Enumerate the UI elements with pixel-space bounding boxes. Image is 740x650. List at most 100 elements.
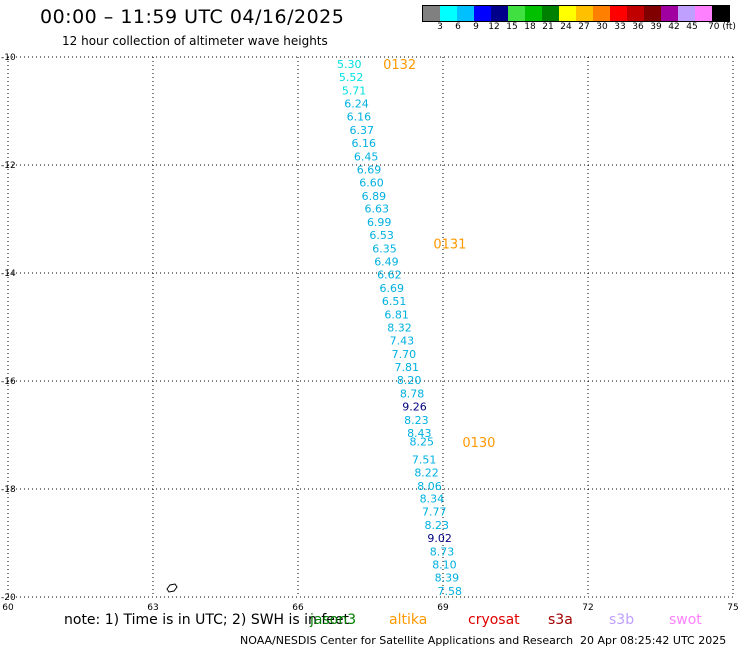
swh-data-point: 6.35: [372, 243, 397, 256]
swh-data-point: 6.37: [350, 124, 375, 137]
chart-title: 00:00 – 11:59 UTC 04/16/2025: [40, 6, 345, 28]
swh-data-point: 7.58: [438, 585, 463, 598]
x-tick-label: 66: [292, 603, 304, 613]
swh-data-point: 6.62: [377, 269, 402, 282]
y-tick-label: -20: [1, 593, 16, 603]
legend-swatch: [712, 6, 729, 21]
legend-swatch: [644, 6, 661, 21]
swh-data-point: 8.78: [400, 387, 425, 400]
x-tick-label: 60: [2, 603, 14, 613]
swh-data-point: 8.10: [432, 559, 457, 572]
legend-swatch: [661, 6, 678, 21]
legend-label: 33: [614, 22, 626, 32]
legend-swatch: [491, 6, 508, 21]
legend-swatch: [678, 6, 695, 21]
swh-data-point: 6.24: [344, 97, 369, 110]
satellite-label-cryosat: cryosat: [468, 612, 520, 628]
swh-data-point: 6.45: [354, 150, 379, 163]
y-tick-label: -18: [1, 485, 16, 495]
legend-label: 3: [437, 22, 443, 32]
legend-swatch: [525, 6, 542, 21]
swh-data-point: 8.22: [414, 466, 439, 479]
swh-data-point: 7.77: [422, 506, 447, 519]
legend-swatch: [457, 6, 474, 21]
footer-timestamp: 20 Apr 08:25:42 UTC 2025: [580, 634, 727, 647]
swh-data-point: 7.43: [390, 335, 415, 348]
pass-number-label: 0130: [462, 436, 495, 451]
swh-data-point: 6.99: [367, 216, 392, 229]
chart-subtitle: 12 hour collection of altimeter wave hei…: [62, 34, 328, 48]
swh-data-point: 9.26: [402, 400, 427, 413]
color-legend-bar: [422, 5, 730, 22]
legend-label: 45: [686, 22, 698, 32]
legend-swatch: [695, 6, 712, 21]
x-tick-label: 72: [582, 603, 593, 613]
satellite-label-jason3: jason3: [310, 612, 357, 628]
x-tick-label: 69: [437, 603, 449, 613]
pass-number-label: 0131: [433, 237, 466, 252]
swh-data-point: 8.20: [397, 374, 422, 387]
swh-data-point: 8.32: [387, 322, 412, 335]
legend-label: 39: [650, 22, 662, 32]
x-tick-label: 75: [727, 603, 738, 613]
swh-data-point: 6.69: [380, 282, 405, 295]
satellite-label-altika: altika: [389, 612, 428, 628]
swh-data-point: 6.81: [384, 309, 409, 322]
legend-label: 42: [668, 22, 680, 32]
island-outline: [166, 583, 178, 593]
legend-label: 24: [560, 22, 572, 32]
legend-swatch: [508, 6, 525, 21]
satellite-label-s3a: s3a: [548, 612, 573, 628]
legend-swatch: [423, 6, 440, 21]
y-tick-label: -12: [1, 161, 16, 171]
swh-data-point: 5.30: [337, 58, 362, 71]
swh-data-point: 6.51: [382, 295, 407, 308]
swh-data-point: 6.16: [347, 110, 372, 123]
swh-data-point: 8.39: [435, 572, 460, 585]
legend-swatch: [627, 6, 644, 21]
footer-credit: NOAA/NESDIS Center for Satellite Applica…: [240, 634, 574, 647]
swh-data-point: 6.69: [357, 163, 382, 176]
legend-swatch: [559, 6, 576, 21]
legend-label: 18: [524, 22, 536, 32]
legend-label: 70 (ft): [708, 22, 736, 32]
y-tick-label: -16: [1, 377, 16, 387]
swh-data-point: 6.16: [351, 137, 376, 150]
y-tick-label: -14: [1, 269, 16, 279]
legend-label: 6: [455, 22, 461, 32]
legend-swatch: [542, 6, 559, 21]
legend-label: 27: [578, 22, 590, 32]
swh-data-point: 9.02: [427, 532, 452, 545]
swh-data-point: 8.34: [420, 493, 445, 506]
swh-data-point: 6.49: [374, 256, 399, 269]
swh-data-point: 6.60: [359, 176, 384, 189]
note-text: note: 1) Time is in UTC; 2) SWH is in fe…: [64, 612, 350, 628]
legend-swatch: [610, 6, 627, 21]
swh-data-point: 5.52: [339, 71, 364, 84]
swh-data-point: 6.53: [369, 229, 394, 242]
x-tick-label: 63: [147, 603, 158, 613]
satellite-label-swot: swot: [669, 612, 702, 628]
legend-label: 30: [596, 22, 608, 32]
swh-data-point: 7.51: [412, 453, 437, 466]
y-tick-label: -10: [1, 53, 16, 63]
satellite-label-s3b: s3b: [609, 612, 635, 628]
legend-label: 9: [473, 22, 479, 32]
pass-number-label: 0132: [383, 58, 416, 73]
legend-swatch: [440, 6, 457, 21]
swh-data-point: 8.73: [430, 546, 455, 559]
legend-swatch: [576, 6, 593, 21]
swh-data-point: 5.71: [342, 84, 367, 97]
swh-data-point: 7.70: [392, 348, 417, 361]
swh-data-point: 8.43: [407, 427, 432, 440]
legend-label: 15: [506, 22, 518, 32]
swh-data-point: 8.23: [404, 414, 429, 427]
swh-data-point: 8.06: [417, 480, 442, 493]
legend-label: 12: [488, 22, 500, 32]
swh-data-point: 6.63: [365, 203, 390, 216]
legend-label: 36: [632, 22, 644, 32]
legend-label: 21: [542, 22, 554, 32]
legend-swatch: [593, 6, 610, 21]
swh-data-point: 8.23: [424, 519, 449, 532]
